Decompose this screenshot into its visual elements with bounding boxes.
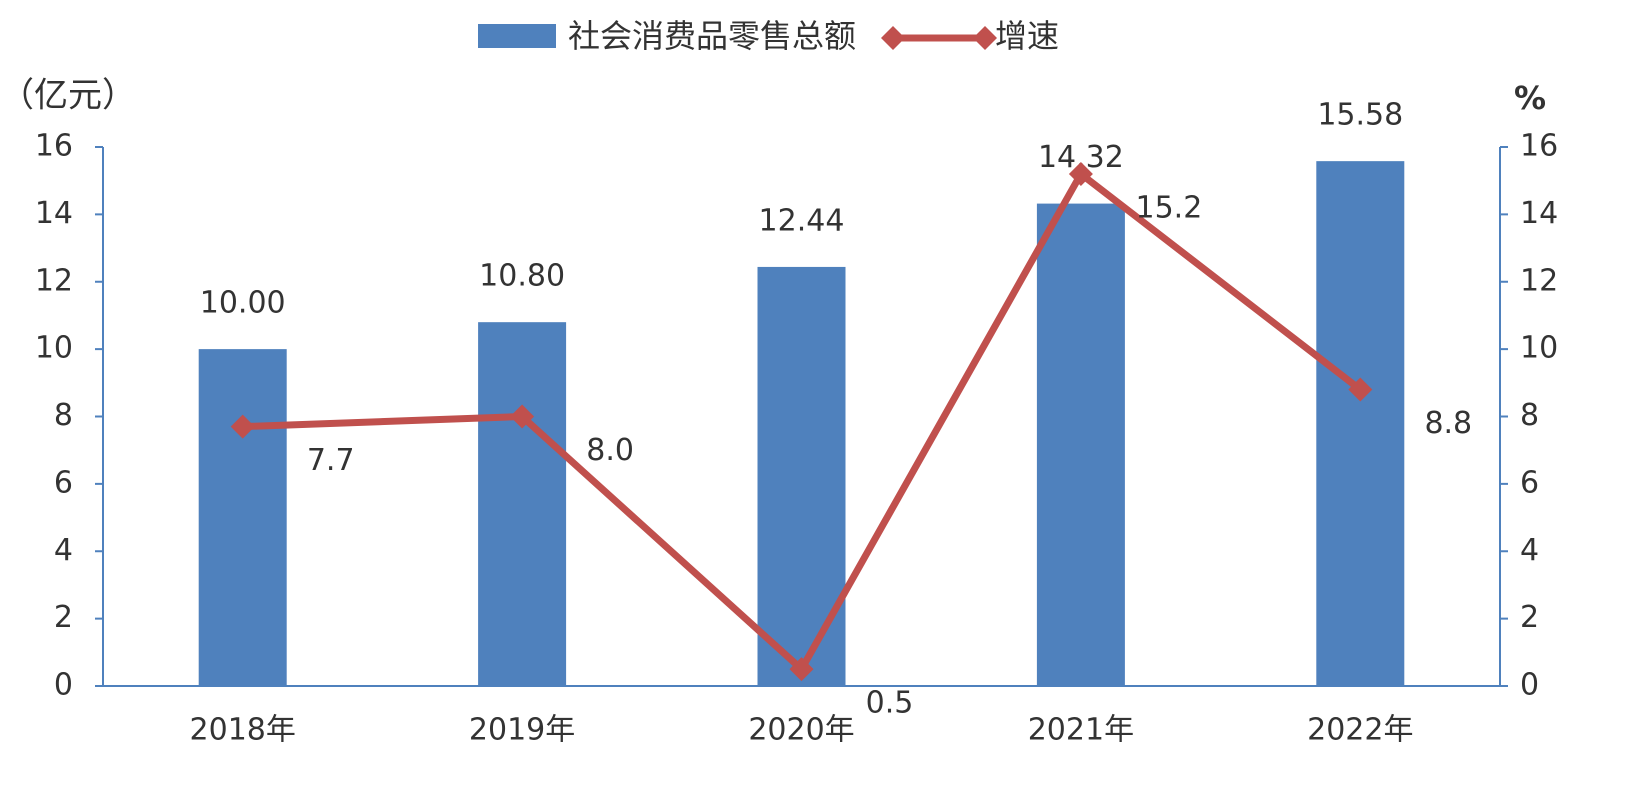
legend-swatch: [478, 24, 556, 48]
y2-tick-label: 8: [1520, 398, 1539, 433]
line-value-label: 8.0: [586, 433, 634, 468]
bar-value-label: 10.80: [479, 259, 565, 294]
x-tick-label: 2021年: [1028, 713, 1134, 748]
line-marker: [1348, 377, 1373, 402]
line-marker: [510, 404, 535, 429]
line-marker: [1068, 161, 1093, 186]
line-value-label: 15.2: [1136, 190, 1203, 225]
y2-tick-label: 6: [1520, 465, 1539, 500]
legend-swatch: [973, 26, 997, 50]
x-tick-label: 2018年: [190, 713, 296, 748]
y2-tick-label: 16: [1520, 129, 1558, 164]
y2-tick-label: 12: [1520, 263, 1558, 298]
bar-value-label: 12.44: [759, 203, 845, 238]
y2-tick-label: 10: [1520, 331, 1558, 366]
y-tick-label: 8: [54, 398, 73, 433]
bar: [757, 266, 846, 686]
legend-swatch: [881, 26, 905, 50]
y-axis-label: （亿元）: [0, 76, 136, 116]
line-marker: [789, 657, 814, 682]
y-tick-label: 10: [35, 331, 73, 366]
bar: [478, 322, 567, 686]
bar: [1036, 203, 1125, 686]
y2-tick-label: 2: [1520, 600, 1539, 635]
x-tick-label: 2022年: [1307, 713, 1413, 748]
line-value-label: 8.8: [1424, 406, 1472, 441]
x-tick-label: 2020年: [748, 713, 854, 748]
y-tick-label: 2: [54, 600, 73, 635]
y-tick-label: 0: [54, 668, 73, 703]
x-tick-label: 2019年: [469, 713, 575, 748]
line-marker: [230, 414, 255, 439]
line-value-label: 0.5: [866, 686, 914, 721]
y2-tick-label: 0: [1520, 668, 1539, 703]
legend-label: 社会消费品零售总额: [568, 17, 856, 55]
y-tick-label: 16: [35, 129, 73, 164]
bar: [1316, 161, 1405, 686]
y2-tick-label: 14: [1520, 196, 1558, 231]
bar-value-label: 15.58: [1317, 98, 1403, 133]
legend-label: 增速: [995, 17, 1059, 55]
y2-axis-label: %: [1514, 79, 1546, 117]
bar-value-label: 10.00: [200, 286, 286, 321]
y-tick-label: 14: [35, 196, 73, 231]
line-value-label: 7.7: [307, 443, 355, 478]
y-tick-label: 6: [54, 465, 73, 500]
y-tick-label: 4: [54, 533, 73, 568]
bar: [198, 349, 287, 686]
y2-tick-label: 4: [1520, 533, 1539, 568]
y-tick-label: 12: [35, 263, 73, 298]
